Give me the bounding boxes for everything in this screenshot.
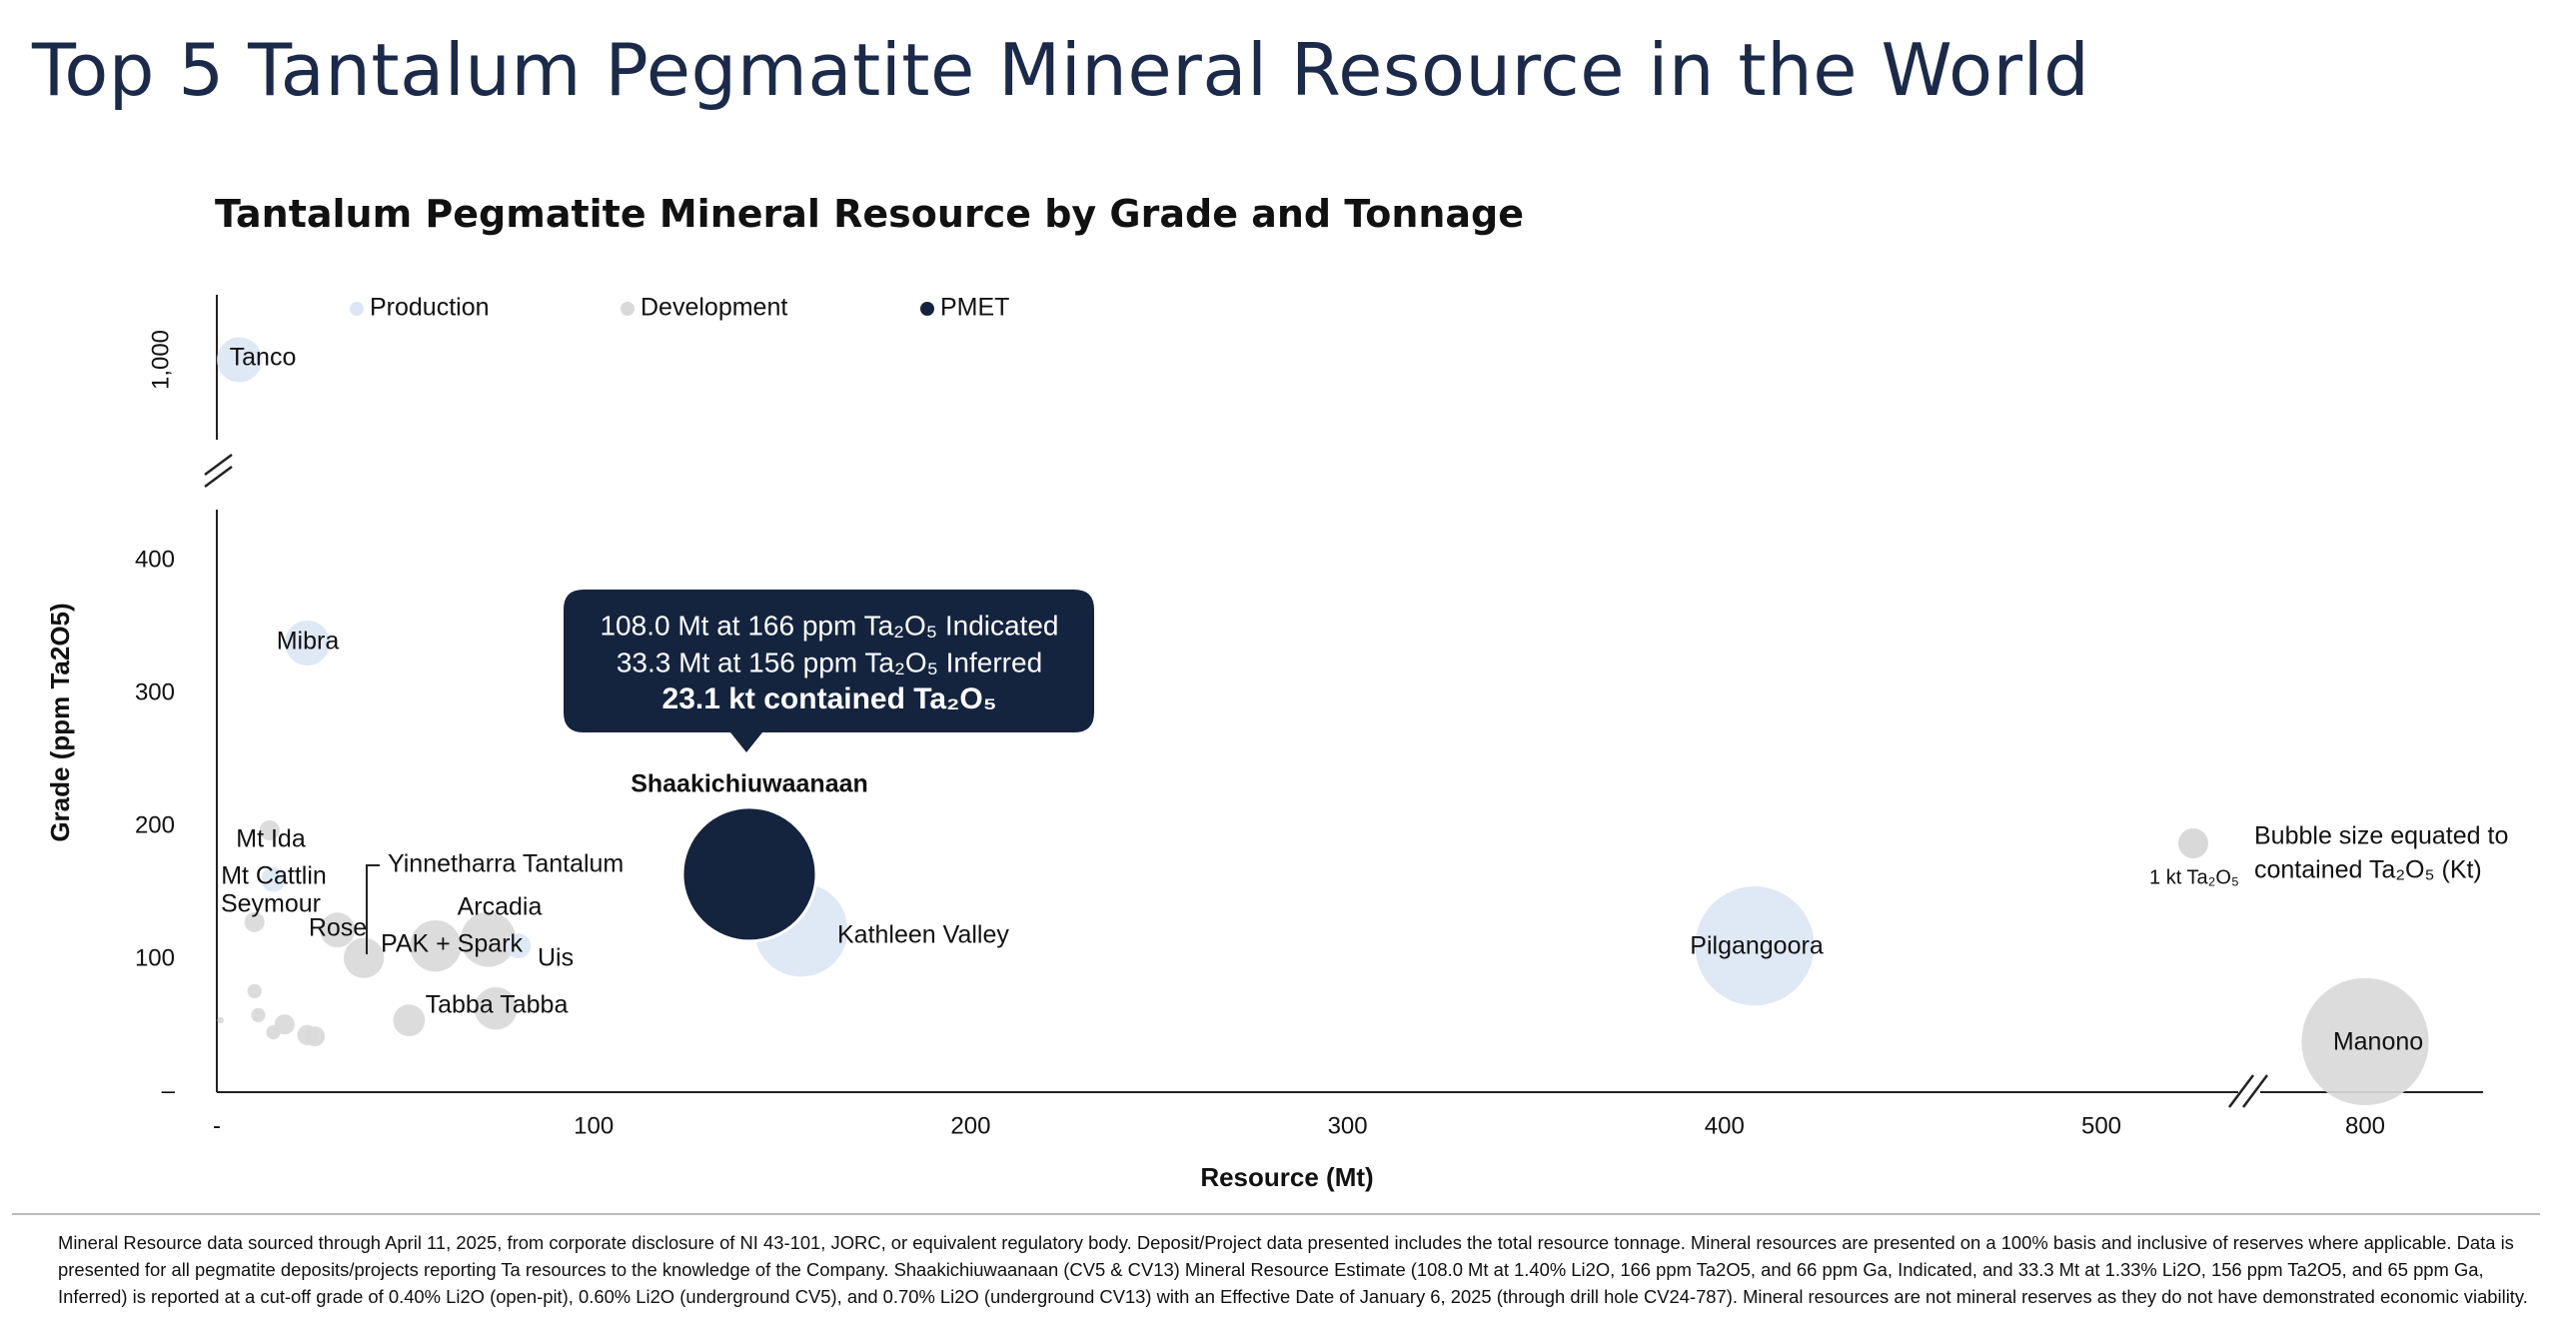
legend-marker [350, 302, 364, 316]
y-tick-label: 100 [135, 944, 175, 971]
bubble [261, 866, 286, 892]
legend-label: PMET [940, 294, 1009, 322]
y-tick-label: 1,000 [147, 330, 174, 390]
callout-line-contained: 23.1 kt contained Ta₂O₅ [662, 682, 997, 715]
bubble [244, 911, 265, 932]
size-legend-bubble [2178, 828, 2208, 858]
bubble [1695, 886, 1815, 1006]
bubble [251, 1007, 266, 1022]
bubble [410, 920, 462, 972]
bubble [343, 937, 385, 978]
bubble [474, 986, 518, 1030]
bubble [393, 1004, 426, 1037]
footnote-divider [12, 1213, 2540, 1215]
x-tick-label: 200 [950, 1112, 990, 1139]
x-tick-label: 100 [574, 1112, 614, 1139]
bubble-label: Mt Ida [236, 825, 306, 853]
x-axis-break-mark [2242, 1074, 2268, 1108]
bubble [305, 1026, 326, 1047]
bubble-chart: - 100 200 300 400 500 800 – 100 200 300 400 1,000 Res… [45, 294, 2508, 1192]
bubble-label: Manono [2333, 1028, 2423, 1056]
x-axis-title: Resource (Mt) [1200, 1162, 1373, 1192]
bubble-label: Mt Cattlin [221, 862, 327, 890]
bubble [217, 337, 263, 383]
callout-line-indicated: 108.0 Mt at 166 ppm Ta₂O₅ Indicated [600, 610, 1058, 641]
y-tick-label: 200 [135, 811, 175, 838]
size-legend-reference-label: 1 kt Ta₂O₅ [2149, 866, 2239, 888]
bubble [266, 1025, 281, 1040]
x-tick-label: 300 [1328, 1112, 1368, 1139]
bubble-label: Tanco [230, 344, 297, 372]
legend-marker [621, 302, 635, 316]
x-tick-label: 800 [2345, 1112, 2385, 1139]
y-tick-label: 300 [135, 678, 175, 705]
bubble-label: PAK + Spark [381, 930, 523, 958]
bubble [259, 819, 280, 841]
bubble-pmet [680, 805, 818, 943]
bubble-label-pmet: Shaakichiuwaanaan [631, 770, 868, 798]
bubble [506, 933, 532, 959]
bubble [461, 911, 517, 967]
legend-label: Development [641, 294, 787, 322]
y-axis-title: Grade (ppm Ta2O5) [45, 603, 75, 841]
x-tick-label: - [213, 1112, 221, 1139]
bubble-label: Yinnetharra Tantalum [388, 850, 624, 878]
bubble-label: Kathleen Valley [837, 921, 1009, 949]
size-legend-note: Bubble size equated to [2254, 822, 2508, 850]
callout-box [564, 590, 1094, 752]
y-axis-break-mark [204, 465, 233, 489]
bubble-label: Seymour [221, 890, 321, 918]
bubble [320, 912, 356, 948]
bubble-label: Arcadia [458, 893, 543, 921]
footnote: Mineral Resource data sourced through Ap… [58, 1232, 2528, 1307]
x-tick-label: 500 [2081, 1112, 2121, 1139]
bubble-label: Mibra [277, 628, 340, 656]
bubble [2301, 977, 2429, 1106]
chart-title: Tantalum Pegmatite Mineral Resource by G… [215, 192, 1525, 236]
y-tick-label: – [162, 1077, 176, 1104]
callout-line-inferred: 33.3 Mt at 156 ppm Ta₂O₅ Inferred [617, 647, 1042, 677]
page-title: Top 5 Tantalum Pegmatite Mineral Resourc… [32, 28, 2090, 112]
x-tick-label: 400 [1705, 1112, 1745, 1139]
bubble [217, 1016, 224, 1024]
y-axis-break-mark [204, 453, 233, 477]
y-tick-label: 400 [135, 546, 175, 573]
label-leader-line [366, 864, 380, 954]
legend-marker [920, 302, 934, 316]
bubble-label: Rose [309, 914, 367, 942]
size-legend-note: contained Ta₂O₅ (Kt) [2254, 856, 2482, 884]
legend-label: Production [370, 294, 490, 322]
bubble-label: Uis [538, 944, 574, 972]
bubble-label: Tabba Tabba [426, 991, 569, 1019]
x-axis-break-mark [2228, 1074, 2254, 1108]
bubble [285, 620, 331, 665]
bubble [247, 983, 262, 999]
bubble-label: Pilgangoora [1690, 932, 1824, 960]
